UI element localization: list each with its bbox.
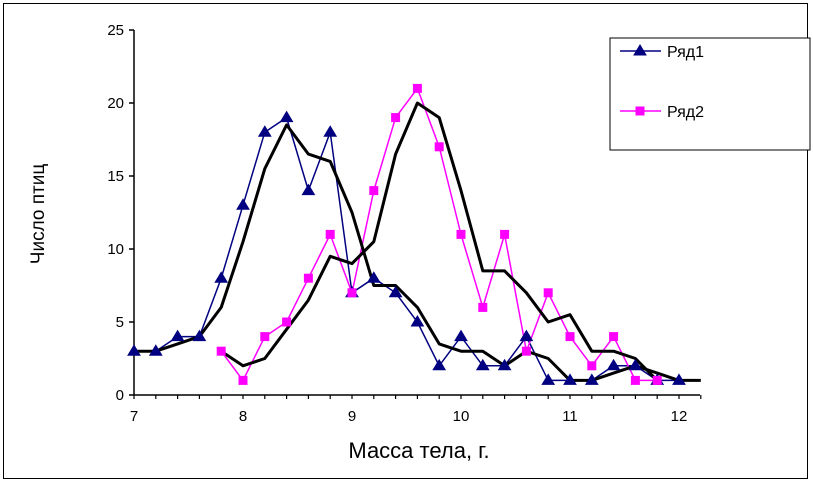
- data-point-triangle: [192, 329, 207, 342]
- y-tick-label: 10: [107, 241, 124, 258]
- data-point-triangle: [541, 373, 556, 385]
- data-point-triangle: [323, 125, 338, 137]
- data-point-square: [521, 346, 531, 356]
- data-point-triangle: [432, 358, 447, 371]
- x-tick-label: 10: [453, 408, 470, 425]
- data-point-square: [325, 229, 335, 239]
- y-tick-label: 20: [107, 95, 124, 112]
- data-point-square: [630, 375, 640, 385]
- data-point-square: [500, 229, 510, 239]
- data-point-triangle: [214, 271, 229, 283]
- data-point-square: [412, 83, 422, 93]
- y-axis-title: Число птиц: [28, 164, 49, 265]
- data-point-square: [652, 375, 662, 385]
- data-point-square: [609, 332, 619, 342]
- data-point-square: [434, 142, 444, 152]
- data-point-square: [543, 288, 553, 298]
- data-point-triangle: [606, 358, 621, 371]
- data-point-triangle: [236, 198, 250, 210]
- legend-label-ряд2: Ряд2: [667, 104, 704, 121]
- data-point-square: [565, 332, 575, 342]
- data-point-triangle: [475, 358, 490, 371]
- data-point-triangle: [388, 285, 403, 298]
- data-point-triangle: [628, 358, 643, 371]
- data-point-square: [347, 288, 357, 298]
- y-tick-labels: 0 5 10 15 20 25: [107, 22, 124, 404]
- x-tick-labels: 7 8 9 10 11 12: [130, 408, 688, 425]
- data-point-square: [303, 273, 313, 283]
- legend-item-ряд2: Ряд2: [620, 104, 704, 121]
- data-point-square: [369, 186, 379, 196]
- marker-layer: [127, 83, 686, 385]
- x-tick-label: 7: [130, 408, 138, 425]
- data-point-square: [391, 113, 401, 123]
- data-point-triangle: [584, 373, 599, 385]
- data-point-triangle: [127, 344, 141, 356]
- legend-triangle-marker: [633, 44, 647, 56]
- data-point-triangle: [170, 329, 185, 342]
- legend-box: [609, 37, 811, 151]
- y-tick-label: 0: [116, 387, 124, 404]
- x-axis-title: Масса тела, г.: [348, 438, 489, 463]
- data-point-triangle: [519, 329, 534, 342]
- x-tick-label: 8: [239, 408, 247, 425]
- data-point-triangle: [257, 125, 272, 137]
- x-tick-label: 11: [562, 408, 578, 425]
- data-point-square: [282, 317, 292, 327]
- legend: Ряд1 Ряд2: [609, 37, 811, 151]
- x-tick-label: 12: [671, 408, 688, 425]
- trendline-trend-2: [220, 101, 659, 382]
- axes: [129, 29, 702, 399]
- trendline-layer: [134, 101, 701, 382]
- y-tick-label: 5: [116, 314, 124, 331]
- legend-square-marker: [635, 106, 645, 116]
- trendline-trend-1: [134, 123, 701, 382]
- legend-label-ряд1: Ряд1: [667, 44, 704, 61]
- data-point-triangle: [454, 329, 468, 342]
- data-point-triangle: [366, 271, 381, 283]
- data-point-triangle: [301, 183, 316, 196]
- data-point-square: [587, 361, 597, 371]
- data-point-square: [478, 302, 488, 312]
- data-point-triangle: [279, 110, 294, 123]
- data-point-square: [456, 229, 466, 239]
- x-tick-label: 9: [348, 408, 356, 425]
- data-point-square: [216, 346, 226, 356]
- data-point-triangle: [410, 315, 425, 327]
- data-point-triangle: [148, 344, 163, 356]
- data-point-square: [238, 375, 248, 385]
- legend-item-ряд1: Ряд1: [620, 44, 704, 61]
- data-point-triangle: [563, 373, 577, 385]
- data-point-triangle: [497, 358, 512, 371]
- y-tick-label: 25: [107, 22, 124, 39]
- series-line-ряд2: [220, 86, 658, 382]
- data-point-triangle: [672, 373, 686, 385]
- y-tick-label: 15: [107, 168, 124, 185]
- data-point-square: [260, 332, 270, 342]
- series-line-ряд1: [134, 116, 679, 382]
